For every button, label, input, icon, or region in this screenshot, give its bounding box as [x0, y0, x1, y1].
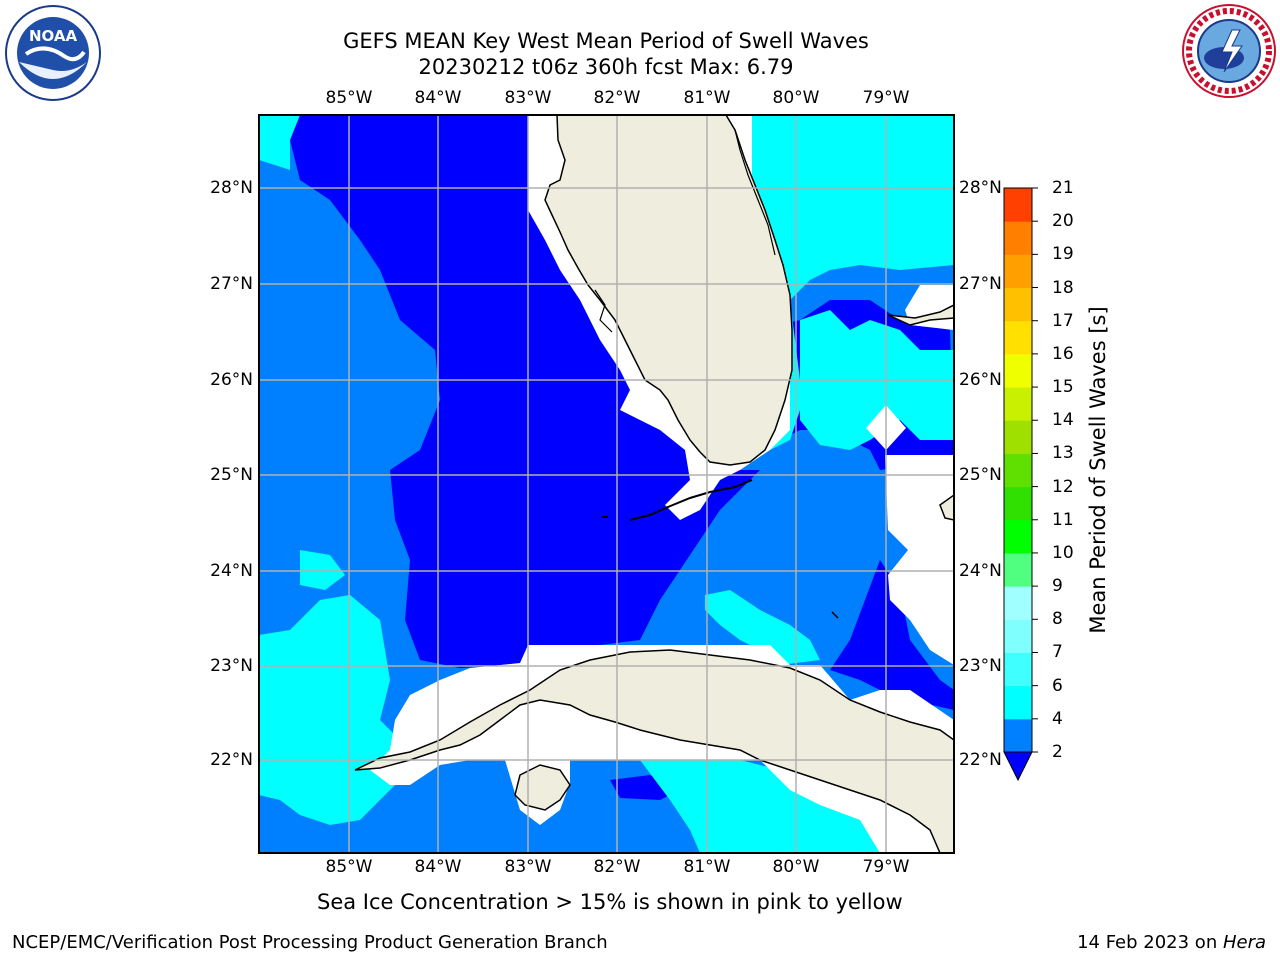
colorbar-band — [1004, 221, 1032, 255]
lat-tick-left: 28°N — [210, 178, 253, 198]
lon-tick-top: 81°W — [683, 88, 731, 108]
colorbar-band — [1004, 188, 1032, 222]
lat-tick-right: 27°N — [959, 274, 1002, 294]
colorbar-extend-triangle — [1003, 751, 1033, 782]
colorbar-tick-label: 14 — [1052, 410, 1074, 431]
colorbar-tick-label: 10 — [1052, 542, 1074, 563]
colorbar-tick-label: 13 — [1052, 443, 1074, 464]
colorbar-band — [1004, 552, 1032, 587]
lat-tick-right: 28°N — [959, 178, 1002, 198]
colorbar-band — [1004, 685, 1032, 720]
lat-tick-right: 23°N — [959, 656, 1002, 676]
lat-tick-left: 24°N — [210, 561, 253, 581]
colorbar-tick-label: 12 — [1052, 476, 1074, 497]
swell-band-below-2-se — [830, 560, 954, 710]
footer-left: NCEP/EMC/Verification Post Processing Pr… — [12, 932, 608, 953]
noaa-logo-text: NOAA — [29, 27, 78, 45]
colorbar-tick-label: 19 — [1052, 244, 1074, 265]
colorbar-tick-label: 21 — [1052, 178, 1074, 198]
lat-tick-right: 22°N — [959, 750, 1002, 770]
chart-title: GEFS MEAN Key West Mean Period of Swell … — [343, 29, 869, 53]
land-florida — [544, 115, 793, 466]
lon-tick-bottom: 82°W — [593, 857, 641, 877]
noaa-logo: NOAA — [5, 5, 101, 101]
colorbar-band — [1004, 254, 1032, 289]
colorbar-band — [1004, 453, 1032, 488]
colorbar-tick-label: 20 — [1052, 211, 1074, 232]
colorbar-tick-label: 15 — [1052, 377, 1074, 398]
colorbar-band — [1004, 586, 1032, 620]
colorbar-band — [1004, 287, 1032, 322]
lon-tick-top: 83°W — [504, 88, 552, 108]
lat-tick-left: 27°N — [210, 274, 253, 294]
lon-tick-bottom: 85°W — [325, 857, 373, 877]
lon-tick-top: 84°W — [414, 88, 462, 108]
footer-date: 14 Feb 2023 on — [1077, 932, 1223, 953]
colorbar-tick-label: 18 — [1052, 277, 1074, 298]
no-data-area-east — [885, 455, 954, 665]
colorbar-tick-label: 2 — [1052, 742, 1063, 762]
chart-subtitle: 20230212 t06z 360h fcst Max: 6.79 — [418, 55, 794, 79]
lon-tick-top: 79°W — [862, 88, 910, 108]
lon-tick-bottom: 84°W — [414, 857, 462, 877]
lat-tick-left: 25°N — [210, 465, 253, 485]
colorbar-band — [1004, 387, 1032, 421]
colorbar-band — [1004, 652, 1032, 687]
cay-sal — [831, 611, 839, 619]
swell-band-4-6-strait — [705, 590, 820, 665]
colorbar-tick-label: 8 — [1052, 609, 1063, 630]
nws-logo — [1182, 4, 1276, 98]
colorbar-tick-label: 16 — [1052, 343, 1074, 364]
lon-tick-bottom: 80°W — [772, 857, 820, 877]
swell-band-below-2 — [290, 115, 760, 668]
land-grand-bahama — [887, 304, 954, 326]
map-frame — [258, 114, 955, 854]
lat-tick-right: 25°N — [959, 465, 1002, 485]
lat-tick-left: 23°N — [210, 656, 253, 676]
swell-band-4-6-sw — [259, 115, 300, 170]
lat-tick-right: 26°N — [959, 370, 1002, 390]
colorbar-tick-label: 7 — [1052, 642, 1063, 663]
colorbar-tick-label: 17 — [1052, 310, 1074, 331]
lon-tick-bottom: 83°W — [504, 857, 552, 877]
swell-band-4-6-northeast — [752, 115, 954, 450]
charlotte-harbor — [594, 289, 613, 333]
lat-tick-left: 26°N — [210, 370, 253, 390]
footer-host: Hera — [1222, 932, 1266, 953]
map-grid — [259, 115, 954, 853]
sea-ice-note: Sea Ice Concentration > 15% is shown in … — [317, 890, 903, 914]
colorbar-band — [1004, 519, 1032, 554]
swell-band-4-6-patch — [300, 550, 345, 590]
florida-keys — [629, 479, 753, 521]
swell-band-4-6-south — [640, 760, 880, 853]
colorbar-tick-label: 4 — [1052, 708, 1063, 729]
colorbar-label: Mean Period of Swell Waves [s] — [1086, 306, 1110, 634]
lon-tick-bottom: 81°W — [683, 857, 731, 877]
lon-tick-top: 82°W — [593, 88, 641, 108]
colorbar-band — [1004, 320, 1032, 355]
lon-tick-top: 85°W — [325, 88, 373, 108]
colorbar-tick-label: 6 — [1052, 675, 1063, 696]
colorbar-tick-label: 11 — [1052, 509, 1074, 530]
land-andros — [939, 494, 954, 521]
colorbar-tick-label: 9 — [1052, 576, 1063, 597]
colorbar-frame — [1003, 187, 1033, 753]
land-cuba — [354, 649, 954, 853]
colorbar-band — [1004, 486, 1032, 521]
colorbar-band — [1004, 619, 1032, 653]
lon-tick-top: 80°W — [772, 88, 820, 108]
lat-tick-left: 22°N — [210, 750, 253, 770]
colorbar-band — [1004, 718, 1032, 753]
colorbar-band — [1004, 420, 1032, 454]
colorbar-band — [1004, 353, 1032, 388]
footer-right: 14 Feb 2023 on Hera — [1077, 932, 1266, 953]
lat-tick-right: 24°N — [959, 561, 1002, 581]
lon-tick-bottom: 79°W — [862, 857, 910, 877]
